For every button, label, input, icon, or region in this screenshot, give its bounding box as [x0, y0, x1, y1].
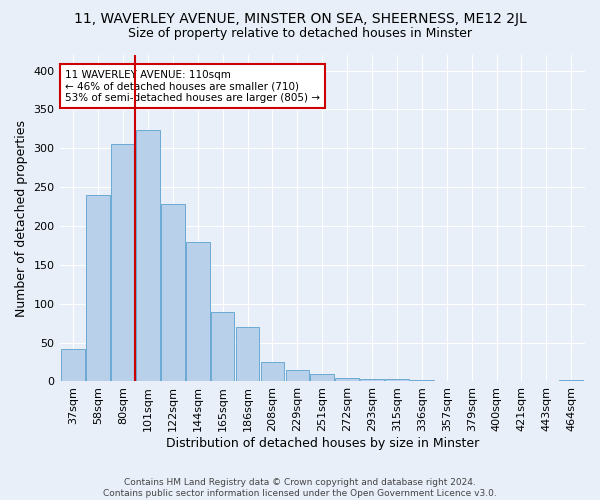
Bar — [136, 130, 160, 382]
Bar — [559, 380, 583, 382]
Bar — [61, 349, 85, 382]
Bar — [236, 327, 259, 382]
Bar — [310, 374, 334, 382]
Bar — [360, 379, 384, 382]
X-axis label: Distribution of detached houses by size in Minster: Distribution of detached houses by size … — [166, 437, 479, 450]
Text: Size of property relative to detached houses in Minster: Size of property relative to detached ho… — [128, 28, 472, 40]
Bar — [86, 195, 110, 382]
Bar — [335, 378, 359, 382]
Bar — [161, 204, 185, 382]
Text: 11, WAVERLEY AVENUE, MINSTER ON SEA, SHEERNESS, ME12 2JL: 11, WAVERLEY AVENUE, MINSTER ON SEA, SHE… — [74, 12, 526, 26]
Bar — [435, 380, 458, 382]
Bar — [211, 312, 235, 382]
Text: 11 WAVERLEY AVENUE: 110sqm
← 46% of detached houses are smaller (710)
53% of sem: 11 WAVERLEY AVENUE: 110sqm ← 46% of deta… — [65, 70, 320, 103]
Y-axis label: Number of detached properties: Number of detached properties — [15, 120, 28, 316]
Bar — [410, 380, 434, 382]
Bar — [186, 242, 209, 382]
Bar — [286, 370, 309, 382]
Text: Contains HM Land Registry data © Crown copyright and database right 2024.
Contai: Contains HM Land Registry data © Crown c… — [103, 478, 497, 498]
Bar — [111, 144, 135, 382]
Bar — [385, 379, 409, 382]
Bar — [260, 362, 284, 382]
Bar — [509, 380, 533, 382]
